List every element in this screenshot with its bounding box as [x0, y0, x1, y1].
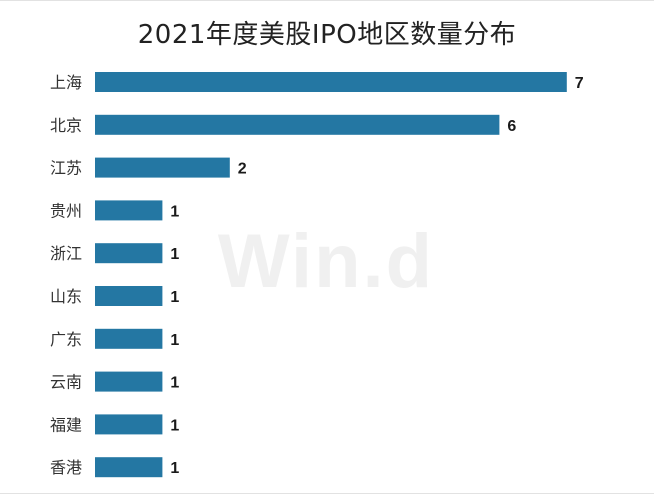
data-label: 1 — [170, 417, 179, 434]
bar — [95, 72, 567, 92]
watermark-logo: Win.d — [217, 219, 435, 304]
data-label: 2 — [238, 161, 247, 178]
bar — [95, 457, 163, 478]
category-label: 江苏 — [50, 159, 82, 178]
category-label: 香港 — [50, 458, 82, 477]
category-label: 山东 — [50, 287, 82, 306]
data-label: 1 — [170, 289, 179, 306]
category-label: 上海 — [50, 73, 82, 92]
chart-title: 2021年度美股IPO地区数量分布 — [137, 20, 517, 50]
bar — [95, 371, 163, 392]
data-label: 1 — [170, 375, 179, 392]
category-label: 贵州 — [50, 201, 82, 220]
data-label: 1 — [170, 203, 179, 220]
category-label: 广东 — [50, 330, 82, 349]
data-label: 7 — [575, 75, 584, 92]
data-label: 6 — [507, 118, 516, 135]
data-label: 1 — [170, 460, 179, 477]
bar — [95, 200, 163, 221]
category-label: 福建 — [50, 415, 82, 434]
bar — [95, 328, 163, 349]
category-label: 云南 — [50, 373, 82, 392]
data-label: 1 — [170, 246, 179, 263]
category-label: 北京 — [50, 116, 82, 135]
bar — [95, 157, 230, 178]
bar — [95, 243, 163, 264]
bar — [95, 414, 163, 435]
data-label: 1 — [170, 332, 179, 349]
bar — [95, 286, 163, 306]
category-label: 浙江 — [50, 244, 82, 263]
bar — [95, 114, 500, 135]
